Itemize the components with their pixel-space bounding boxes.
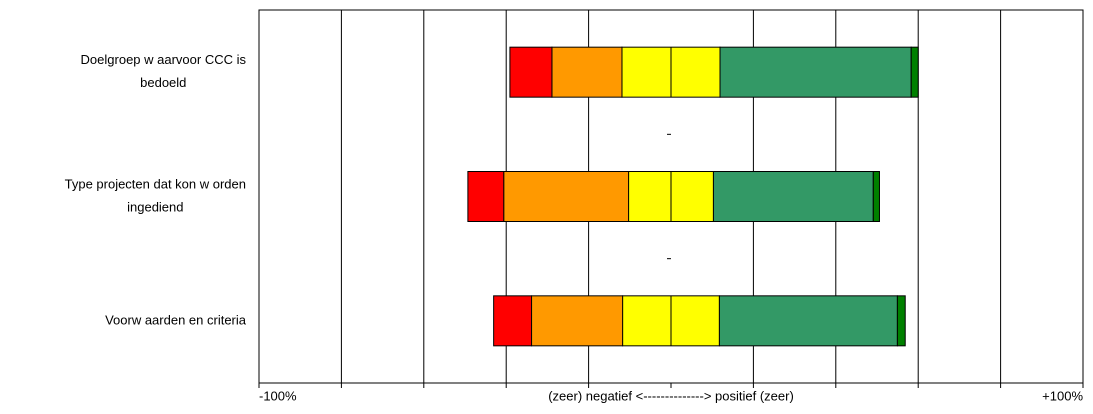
bar-segment [712, 171, 874, 222]
category-label: bedoeld [140, 75, 186, 90]
bar-segment [872, 171, 880, 222]
category-label: Doelgroep w aarvoor CCC is [81, 52, 247, 67]
bar-segment [503, 171, 630, 222]
bar-segment [718, 295, 898, 347]
bar-segment [509, 46, 553, 98]
x-tick-label: +100% [1042, 388, 1083, 403]
bar-segment [531, 295, 624, 347]
bar-segment [493, 295, 533, 347]
x-tick-label: (zeer) negatief <--------------> positie… [548, 388, 794, 403]
bar-segment [719, 46, 912, 98]
category-label: Voorw aarden en criteria [105, 312, 247, 327]
bar-segment [551, 46, 623, 98]
category-label: ingediend [127, 199, 183, 214]
bar-segment [910, 46, 919, 98]
category-label: Type projecten dat kon w orden [65, 176, 246, 191]
x-tick-label: -100% [259, 388, 297, 403]
bar-segment [896, 295, 906, 347]
bar-segment [467, 171, 505, 222]
